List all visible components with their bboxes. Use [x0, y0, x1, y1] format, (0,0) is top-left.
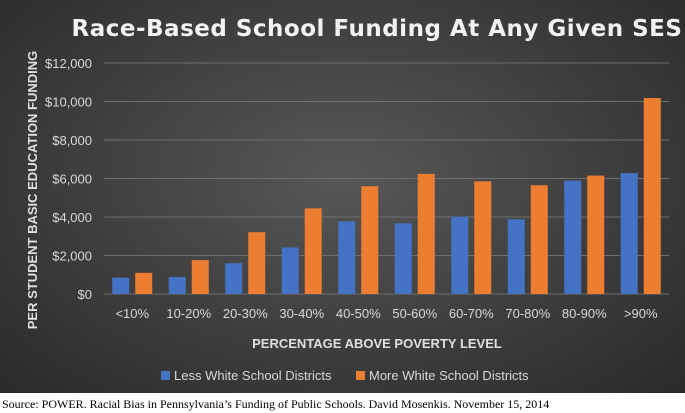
source-caption: Source: POWER. Racial Bias in Pennsylvan… [2, 397, 550, 411]
x-tick-label: 30-40% [279, 306, 324, 321]
bar-more-white [135, 272, 153, 294]
y-tick-label: $4,000 [52, 210, 92, 225]
bar-less-white [451, 216, 469, 294]
x-tick-label: 10-20% [166, 306, 211, 321]
chart-panel: Race-Based School Funding At Any Given S… [0, 0, 685, 393]
x-axis-ticks: <10% 10-20% 20-30% 30-40% 40-50% 50-60% 60-70%… [115, 306, 658, 321]
gridlines [104, 62, 669, 295]
bar-less-white [168, 277, 186, 294]
bar-more-white [304, 208, 322, 294]
y-axis-ticks: $0 $2,000 $4,000 $6,000 $8,000 $10,000 $12,000 [45, 56, 92, 302]
bar-more-white [643, 98, 661, 294]
legend-swatch [161, 371, 170, 380]
bar-less-white [620, 173, 638, 294]
x-axis-label: PERCENTAGE ABOVE POVERTY LEVEL [252, 336, 502, 351]
bar-more-white [474, 181, 492, 294]
bar-less-white [281, 247, 299, 294]
legend-label: Less White School Districts [174, 368, 332, 383]
x-tick-label: >90% [624, 306, 658, 321]
legend-swatch [356, 371, 365, 380]
bar-less-white [338, 221, 356, 294]
x-tick-label: 40-50% [336, 306, 381, 321]
bar-less-white [507, 219, 525, 294]
bar-chart: Race-Based School Funding At Any Given S… [25, 16, 683, 383]
legend: Less White School Districts More White Sc… [161, 368, 529, 383]
y-tick-label: $8,000 [52, 133, 92, 148]
y-tick-label: $0 [78, 287, 92, 302]
bar-more-white [361, 186, 379, 294]
y-axis-label: PER STUDENT BASIC EDUCATION FUNDING [25, 51, 40, 330]
x-tick-label: 20-30% [223, 306, 268, 321]
bar-more-white [248, 232, 266, 294]
bar-more-white [417, 173, 435, 294]
x-tick-label: <10% [115, 306, 149, 321]
x-tick-label: 80-90% [562, 306, 607, 321]
x-tick-label: 50-60% [392, 306, 437, 321]
bar-more-white [587, 175, 605, 294]
x-tick-label: 70-80% [505, 306, 550, 321]
bar-more-white [191, 260, 209, 294]
bar-less-white [112, 277, 130, 294]
y-tick-label: $6,000 [52, 172, 92, 187]
bar-less-white [225, 263, 243, 294]
y-tick-label: $12,000 [45, 56, 92, 71]
y-tick-label: $2,000 [52, 249, 92, 264]
bars [112, 98, 661, 294]
chart-title: Race-Based School Funding At Any Given S… [72, 16, 683, 42]
legend-label: More White School Districts [369, 368, 529, 383]
bar-less-white [394, 223, 412, 294]
y-tick-label: $10,000 [45, 95, 92, 110]
bar-more-white [530, 185, 548, 294]
x-tick-label: 60-70% [449, 306, 494, 321]
bar-less-white [564, 180, 582, 294]
